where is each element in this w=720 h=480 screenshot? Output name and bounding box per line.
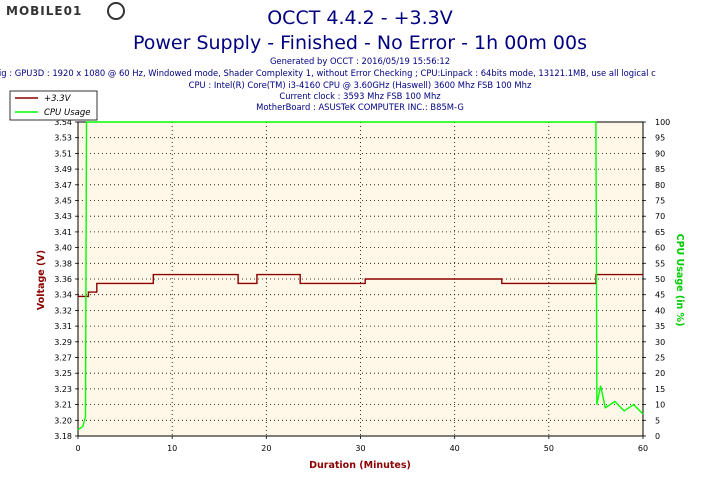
x-axis-label: Duration (Minutes) bbox=[309, 460, 411, 471]
y-tick-label: 3.41 bbox=[54, 228, 72, 237]
info-config: fig : GPU3D : 1920 x 1080 @ 60 Hz, Windo… bbox=[0, 68, 656, 78]
x-tick-label: 0 bbox=[75, 444, 80, 453]
y2-tick-label: 25 bbox=[655, 354, 665, 363]
y-tick-label: 3.20 bbox=[54, 416, 72, 425]
y-tick-label: 3.29 bbox=[54, 338, 72, 347]
legend-cpu-label: CPU Usage bbox=[44, 108, 90, 118]
y2-axis-label: CPU Usage (in %) bbox=[674, 234, 685, 327]
y2-tick-label: 90 bbox=[655, 149, 665, 158]
x-tick-label: 40 bbox=[450, 444, 460, 453]
watermark: MOBILE01 bbox=[6, 2, 125, 20]
x-axis-ticks: 0 10 20 30 40 50 60 bbox=[75, 436, 648, 453]
y2-tick-label: 5 bbox=[655, 416, 660, 425]
y2-tick-label: 75 bbox=[655, 197, 665, 206]
legend-box bbox=[9, 90, 98, 121]
y-axis-ticks: 3.18 3.20 3.21 3.23 3.25 3.27 3.29 3.31 3.32 3.34… bbox=[54, 118, 78, 441]
y-tick-label: 3.54 bbox=[54, 118, 72, 127]
y-tick-label: 3.38 bbox=[54, 259, 72, 268]
y2-tick-label: 65 bbox=[655, 228, 665, 237]
x-tick-label: 60 bbox=[638, 444, 648, 453]
x-tick-label: 50 bbox=[544, 444, 554, 453]
info-motherboard: MotherBoard : ASUSTeK COMPUTER INC.: B85… bbox=[256, 102, 464, 112]
y-tick-label: 3.47 bbox=[54, 181, 72, 190]
y2-tick-label: 40 bbox=[655, 306, 665, 315]
watermark-text: MOBILE01 bbox=[6, 4, 82, 18]
y2-tick-label: 70 bbox=[655, 212, 665, 221]
y-tick-label: 3.40 bbox=[54, 244, 72, 253]
y2-tick-label: 100 bbox=[655, 118, 670, 127]
y2-tick-label: 30 bbox=[655, 338, 665, 347]
y-tick-label: 3.49 bbox=[54, 165, 72, 174]
y2-tick-label: 15 bbox=[655, 385, 665, 394]
x-tick-label: 30 bbox=[355, 444, 365, 453]
x-tick-label: 20 bbox=[261, 444, 271, 453]
y-tick-label: 3.43 bbox=[54, 212, 72, 221]
y-tick-label: 3.34 bbox=[54, 291, 72, 300]
x-tick-label: 10 bbox=[167, 444, 177, 453]
y-tick-label: 3.51 bbox=[54, 149, 72, 158]
y2-tick-label: 55 bbox=[655, 259, 665, 268]
y2-tick-label: 50 bbox=[655, 275, 665, 284]
y-tick-label: 3.32 bbox=[54, 306, 72, 315]
y2-tick-label: 45 bbox=[655, 291, 665, 300]
legend: +3.3V CPU Usage bbox=[9, 90, 98, 121]
info-generated: Generated by OCCT : 2016/05/19 15:56:12 bbox=[270, 56, 450, 66]
y2-axis-ticks: 0 5 10 15 20 25 30 35 40 45 50 55 60 65 70 75 80 85 90 95 10… bbox=[643, 118, 670, 441]
series-voltage-line bbox=[78, 273, 643, 298]
chart-title: OCCT 4.4.2 - +3.3V bbox=[267, 7, 453, 29]
series-cpu-line bbox=[77, 121, 644, 431]
y-tick-label: 3.23 bbox=[54, 385, 72, 394]
y2-tick-label: 60 bbox=[655, 244, 665, 253]
info-clock: Current clock : 3593 Mhz FSB 100 Mhz bbox=[279, 91, 441, 101]
y2-tick-label: 0 bbox=[655, 432, 660, 441]
legend-voltage-label: +3.3V bbox=[44, 94, 72, 104]
y2-tick-label: 20 bbox=[655, 369, 665, 378]
y2-tick-label: 95 bbox=[655, 134, 665, 143]
series-group bbox=[77, 121, 644, 431]
y-tick-label: 3.31 bbox=[54, 322, 72, 331]
y-tick-label: 3.53 bbox=[54, 134, 72, 143]
y-tick-label: 3.36 bbox=[54, 275, 72, 284]
y-tick-label: 3.27 bbox=[54, 354, 72, 363]
y2-tick-label: 10 bbox=[655, 401, 665, 410]
y-tick-label: 3.25 bbox=[54, 369, 72, 378]
y-axis-label: Voltage (V) bbox=[36, 250, 47, 310]
y2-tick-label: 85 bbox=[655, 165, 665, 174]
y-tick-label: 3.21 bbox=[54, 401, 72, 410]
info-cpu: CPU : Intel(R) Core(TM) i3-4160 CPU @ 3.… bbox=[189, 80, 532, 90]
y-tick-label: 3.45 bbox=[54, 197, 72, 206]
y-tick-label: 3.18 bbox=[54, 432, 72, 441]
y2-tick-label: 35 bbox=[655, 322, 665, 331]
chart-subtitle: Power Supply - Finished - No Error - 1h … bbox=[133, 32, 587, 54]
watermark-logo-icon bbox=[107, 2, 125, 20]
y2-tick-label: 80 bbox=[655, 181, 665, 190]
